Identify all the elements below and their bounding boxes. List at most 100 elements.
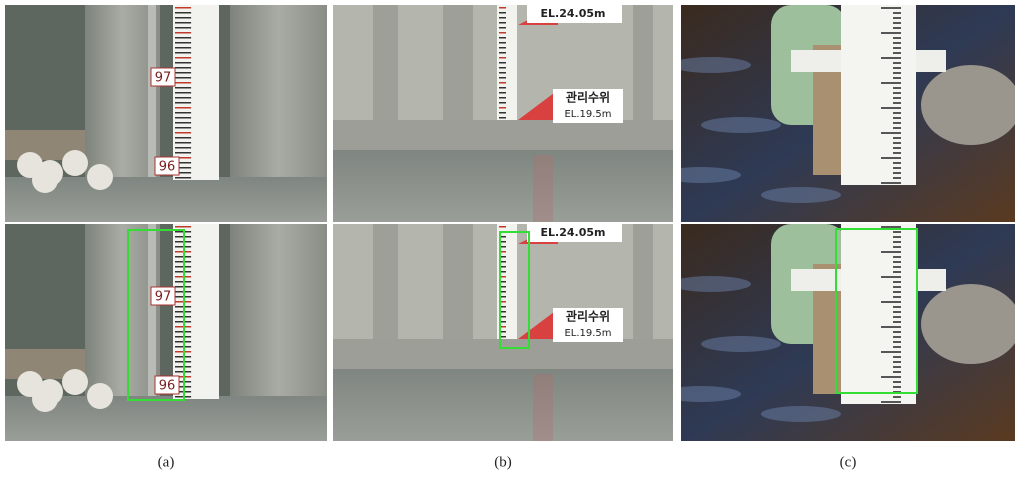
gauge-mark [175,122,191,124]
sign-text: 관리수위 [566,309,610,324]
ripple [671,276,751,292]
pipe [148,5,156,180]
gauge-mark [175,107,191,109]
gauge-mark [499,32,506,34]
buoy [62,369,88,395]
gauge-mark [175,57,191,59]
gauge-mark [175,32,191,34]
ripple [761,406,841,422]
sign-text: EL.24.05m [541,7,606,20]
gauge-mark [499,82,506,84]
figure: 97969796(a)EL.24.05m관리수위EL.19.5mEL.24.05… [0,0,1019,477]
gauge-label: 97 [155,290,172,305]
gauge-mark [175,12,191,14]
gauge-mark [499,57,506,59]
water [333,150,673,222]
pipe [148,224,156,399]
reflection [533,155,553,222]
gauge-mark [499,12,506,14]
gauge-mark [499,107,506,109]
photo-detected: 97 96 [5,224,327,441]
gauge-label: 96 [159,160,176,175]
ripple [761,187,841,203]
photo-original: EL.24.05m 관리수위 EL.19.5m [333,5,673,222]
gauge-mark [499,47,506,49]
ripple [671,57,751,73]
sign-text: EL.19.5m [564,109,611,120]
gauge-label: 97 [155,71,172,86]
gauge-mark [499,7,506,9]
pillar [230,224,327,399]
gauge-mark [499,112,506,114]
gauge-mark [175,137,191,139]
ripple [701,336,781,352]
gauge-mark [499,22,506,24]
wall-base [333,339,673,369]
gauge-mark [499,52,506,54]
wall-base [333,120,673,150]
gauge-mark [175,27,191,29]
staff [841,224,916,404]
gauge-mark [499,67,506,69]
gauge-mark [499,27,506,29]
gauge-mark [175,102,191,104]
gauge-mark [175,147,191,149]
gauge-mark [499,62,506,64]
gauge-mark [175,17,191,19]
gauge-mark [499,72,506,74]
gauge-mark [499,77,506,79]
sign-text: 관리수위 [566,90,610,105]
gauge-mark [499,37,506,39]
gauge-label: 96 [159,379,176,394]
photo-detected: EL.24.05m 관리수위 EL.19.5m [333,224,673,441]
buoy [87,383,113,409]
gauge-mark [175,42,191,44]
photo-detected [661,224,1019,441]
gauge-mark [175,127,191,129]
gauge-mark [175,97,191,99]
water [333,369,673,441]
ripple [701,117,781,133]
buoy [62,150,88,176]
reflection [533,374,553,441]
sign-text: EL.19.5m [564,328,611,339]
buoy [32,386,58,412]
gauge-mark [175,62,191,64]
gauge-mark [175,52,191,54]
gauge-mark [175,22,191,24]
gauge-mark [175,7,191,9]
gauge-mark [499,17,506,19]
gauge-mark [175,82,191,84]
gauge-mark [499,102,506,104]
caption: (a) [158,454,175,470]
pillar [230,5,327,180]
gauge-mark [175,87,191,89]
rock [921,284,1019,364]
gauge-mark [499,97,506,99]
gauge-mark [499,117,506,119]
buoy [87,164,113,190]
gauge-mark [175,67,191,69]
gauge-mark [175,132,191,134]
gauge-mark [175,72,191,74]
gauge-mark [175,142,191,144]
buoy [32,167,58,193]
sign-text: EL.24.05m [541,226,606,239]
gauge-mark [175,152,191,154]
gauge-mark [175,112,191,114]
gauge-mark [175,92,191,94]
caption: (c) [840,454,857,470]
gauge-mark [175,226,191,228]
photo-original [661,5,1019,222]
staff [841,5,916,185]
gauge-mark [499,42,506,44]
gauge-mark [499,92,506,94]
rock [921,65,1019,145]
photo-original: 97 96 [5,5,327,222]
gauge-mark [175,37,191,39]
gauge-mark [175,177,191,179]
gauge-mark [175,77,191,79]
gauge-mark [499,226,506,228]
gauge-mark [499,87,506,89]
caption: (b) [494,454,512,470]
